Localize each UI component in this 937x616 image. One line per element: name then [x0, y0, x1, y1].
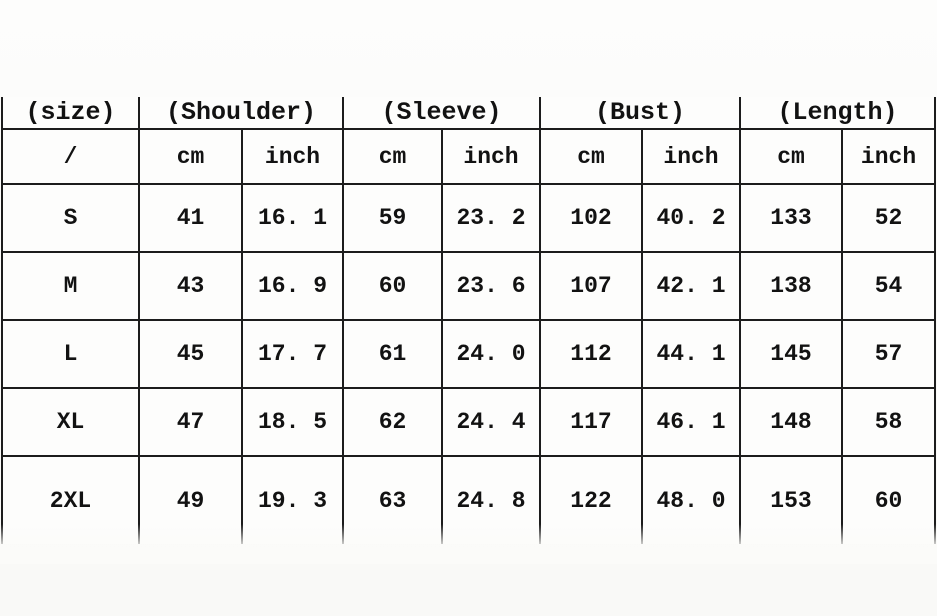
length-inch: 60: [841, 455, 937, 544]
shoulder-cm: 47: [138, 387, 243, 457]
size-label: L: [1, 319, 140, 389]
sleeve-cm: 61: [342, 319, 443, 389]
bust-cm: 122: [539, 455, 643, 544]
unit-header-shoulder-inch: inch: [241, 128, 344, 185]
length-inch: 58: [841, 387, 937, 457]
length-inch: 57: [841, 319, 937, 389]
shoulder-cm: 49: [138, 455, 243, 544]
bust-cm: 117: [539, 387, 643, 457]
unit-header-sleeve-cm: cm: [342, 128, 443, 185]
sleeve-inch: 24. 4: [441, 387, 541, 457]
column-group-size: (size): [1, 97, 140, 130]
column-group-length: (Length): [739, 97, 937, 130]
unit-header-shoulder-cm: cm: [138, 128, 243, 185]
bust-inch: 46. 1: [640, 387, 742, 457]
size-label: 2XL: [1, 455, 140, 544]
unit-header-row: / cm inch cm inch cm inch cm inch: [1, 128, 937, 185]
length-cm: 133: [739, 183, 844, 253]
sleeve-inch: 23. 6: [441, 251, 541, 321]
bust-inch: 48. 0: [640, 455, 742, 544]
unit-header-length-inch: inch: [841, 128, 937, 185]
shoulder-cm: 45: [138, 319, 243, 389]
table-row-2xl: 2XL 49 19. 3 63 24. 8 122 48. 0 153 60: [1, 455, 937, 544]
shoulder-inch: 19. 3: [241, 455, 344, 544]
bust-inch: 40. 2: [640, 183, 742, 253]
sleeve-cm: 59: [342, 183, 443, 253]
sleeve-cm: 60: [342, 251, 443, 321]
size-label: M: [1, 251, 140, 321]
length-cm: 145: [739, 319, 844, 389]
bust-inch: 42. 1: [640, 251, 742, 321]
length-inch: 52: [841, 183, 937, 253]
bust-cm: 112: [539, 319, 643, 389]
table-row-l: L 45 17. 7 61 24. 0 112 44. 1 145 57: [1, 319, 937, 389]
bust-inch: 44. 1: [640, 319, 742, 389]
unit-header-bust-cm: cm: [539, 128, 643, 185]
bust-cm: 107: [539, 251, 643, 321]
table-row-s: S 41 16. 1 59 23. 2 102 40. 2 133 52: [1, 183, 937, 253]
length-cm: 138: [739, 251, 844, 321]
sleeve-cm: 63: [342, 455, 443, 544]
group-header-row: (size) (Shoulder) (Sleeve) (Bust) (Lengt…: [1, 97, 937, 130]
shoulder-inch: 17. 7: [241, 319, 344, 389]
size-label: S: [1, 183, 140, 253]
shoulder-inch: 18. 5: [241, 387, 344, 457]
length-inch: 54: [841, 251, 937, 321]
length-cm: 148: [739, 387, 844, 457]
column-group-bust: (Bust): [538, 97, 742, 130]
unit-header-length-cm: cm: [739, 128, 844, 185]
size-chart-table: (size) (Shoulder) (Sleeve) (Bust) (Lengt…: [1, 97, 937, 544]
unit-header-sleeve-inch: inch: [441, 128, 541, 185]
sleeve-inch: 23. 2: [441, 183, 541, 253]
unit-header-size: /: [1, 128, 140, 185]
column-group-sleeve: (Sleeve): [342, 97, 541, 130]
table-row-m: M 43 16. 9 60 23. 6 107 42. 1 138 54: [1, 251, 937, 321]
sleeve-cm: 62: [342, 387, 443, 457]
shoulder-cm: 41: [138, 183, 243, 253]
shoulder-inch: 16. 9: [241, 251, 344, 321]
sleeve-inch: 24. 8: [441, 455, 541, 544]
column-group-shoulder: (Shoulder): [138, 97, 344, 130]
unit-header-bust-inch: inch: [640, 128, 742, 185]
shoulder-cm: 43: [138, 251, 243, 321]
length-cm: 153: [739, 455, 844, 544]
bust-cm: 102: [539, 183, 643, 253]
sleeve-inch: 24. 0: [441, 319, 541, 389]
table-row-xl: XL 47 18. 5 62 24. 4 117 46. 1 148 58: [1, 387, 937, 457]
shoulder-inch: 16. 1: [241, 183, 344, 253]
size-label: XL: [1, 387, 140, 457]
